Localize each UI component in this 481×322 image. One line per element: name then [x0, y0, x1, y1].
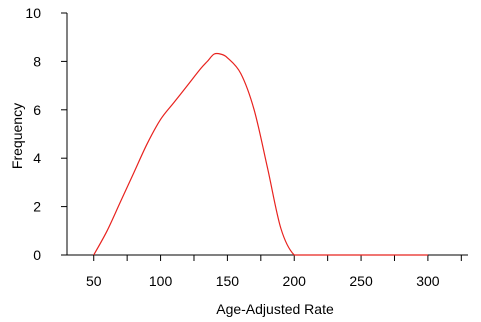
- x-tick-label: 100: [149, 273, 173, 289]
- x-tick-label: 200: [283, 273, 307, 289]
- y-axis-title: Frequency: [9, 103, 25, 169]
- axes: 0 2 4 6 8 10 50 100 150 200 250 300: [25, 5, 468, 289]
- x-tick-label: 150: [216, 273, 240, 289]
- x-tick-label: 300: [416, 273, 440, 289]
- y-tick-label: 4: [33, 150, 41, 166]
- y-tick-label: 10: [25, 5, 41, 21]
- y-tick-label: 6: [33, 102, 41, 118]
- y-tick-label: 0: [33, 247, 41, 263]
- x-tick-label: 250: [349, 273, 373, 289]
- y-tick-label: 8: [33, 53, 41, 69]
- series-line: [93, 52, 428, 256]
- x-axis-title: Age-Adjusted Rate: [216, 301, 334, 317]
- y-tick-label: 2: [33, 199, 41, 215]
- plot-area: [93, 52, 428, 256]
- x-tick-label: 50: [86, 273, 102, 289]
